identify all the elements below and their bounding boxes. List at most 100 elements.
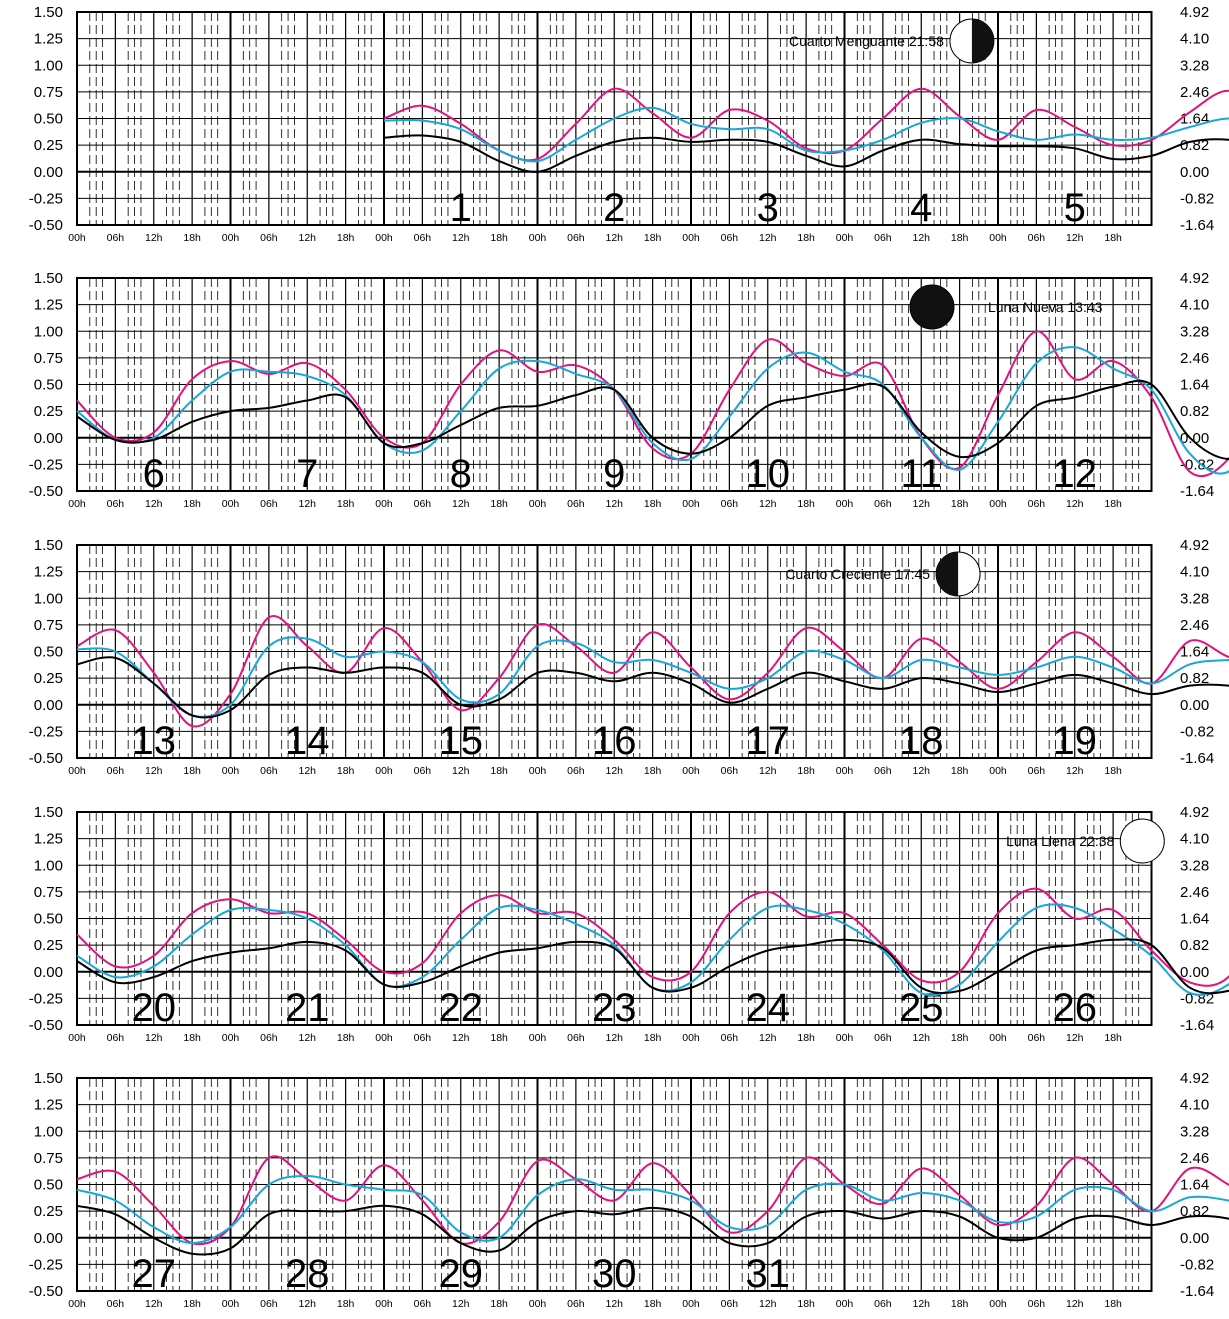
moon-disc [1119,818,1165,864]
y-tick-label-right: 4.10 [1180,831,1209,848]
x-tick-label: 00h [222,498,240,510]
last-quarter-moon-icon [949,18,995,64]
x-tick-label: 18h [490,498,508,510]
x-tick-label: 06h [874,498,892,510]
x-tick-label: 12h [145,232,163,244]
y-tick-label-left: -0.25 [29,456,63,473]
x-tick-label: 06h [721,1032,739,1044]
y-tick-label-left: -0.25 [29,190,63,207]
y-tick-label-left: 0.00 [34,430,63,447]
y-tick-label-left: 1.25 [34,1097,63,1114]
x-tick-label: 06h [1028,498,1046,510]
day-number: 19 [1053,719,1098,763]
x-tick-label: 00h [375,232,393,244]
x-tick-label: 06h [567,1298,585,1310]
x-tick-label: 06h [260,232,278,244]
x-tick-label: 18h [183,232,201,244]
x-tick-label: 12h [145,1032,163,1044]
x-tick-label: 00h [836,765,854,777]
x-tick-label: 18h [490,232,508,244]
y-tick-label-right: 0.82 [1180,670,1209,687]
y-tick-label-left: -0.50 [29,1017,63,1034]
x-tick-label: 18h [644,1298,662,1310]
day-number: 12 [1053,452,1098,496]
y-tick-label-left: 1.25 [34,31,63,48]
y-tick-label-left: 0.50 [34,1177,63,1194]
x-tick-label: 12h [759,765,777,777]
y-tick-label-left: 1.50 [34,537,63,554]
x-tick-label: 00h [222,765,240,777]
day-number: 9 [603,452,625,496]
y-tick-label-left: 0.75 [34,617,63,634]
x-tick-label: 00h [375,1298,393,1310]
x-tick-label: 18h [644,765,662,777]
y-tick-label-left: 0.50 [34,644,63,661]
day-number: 8 [450,452,472,496]
x-tick-label: 00h [375,1032,393,1044]
y-tick-label-left: 1.25 [34,564,63,581]
tide-panel: 1.50 4.921.25 4.101.00 3.280.75 2.460.50 1.64… [29,804,1229,1044]
x-tick-label: 18h [1104,1032,1122,1044]
y-tick-label-right: 4.92 [1180,1070,1209,1087]
black-tide-series [76,1204,1229,1256]
tide-panel: 1.50 4.921.25 4.101.00 3.280.75 2.460.50 1.64… [29,4,1229,244]
panel-frame [76,544,1153,759]
day-number: 10 [746,452,791,496]
day-number: 28 [285,1252,330,1296]
full-moon-icon [1119,818,1165,864]
x-tick-label: 00h [68,1298,86,1310]
y-tick-label-right: 0.00 [1180,1230,1209,1247]
x-tick-label: 00h [836,1298,854,1310]
x-tick-label: 00h [68,1032,86,1044]
y-tick-label-right: 4.92 [1180,270,1209,287]
y-tick-label-left: -0.25 [29,1256,63,1273]
x-tick-label: 12h [298,765,316,777]
x-tick-label: 00h [529,765,547,777]
y-tick-label-left: -0.25 [29,990,63,1007]
y-tick-label-left: -0.50 [29,1283,63,1300]
y-tick-label-right: 2.46 [1180,884,1209,901]
x-tick-label: 12h [759,232,777,244]
x-tick-label: 06h [721,1298,739,1310]
y-tick-label-right: 0.82 [1180,137,1209,154]
x-tick-label: 00h [989,1032,1007,1044]
y-tick-label-right: -0.82 [1180,1256,1214,1273]
day-number: 4 [910,186,932,230]
y-tick-label-left: 0.50 [34,111,63,128]
x-tick-label: 18h [337,1298,355,1310]
x-tick-label: 12h [912,1298,930,1310]
x-tick-label: 12h [1066,498,1084,510]
y-tick-label-left: -0.25 [29,723,63,740]
day-number: 11 [900,452,942,496]
x-tick-label: 06h [260,1298,278,1310]
moon-phase-label: Cuarto Creciente 17:45 [785,566,930,582]
x-tick-label: 00h [989,232,1007,244]
cyan-tide-series [383,106,1229,163]
x-tick-label: 06h [874,765,892,777]
y-tick-label-left: 0.00 [34,964,63,981]
x-tick-label: 12h [452,232,470,244]
x-tick-label: 18h [1104,498,1122,510]
day-number: 31 [746,1252,791,1296]
x-tick-label: 00h [529,498,547,510]
y-tick-label-left: 0.00 [34,697,63,714]
moon-phase-label: Cuarto Menguante 21:58 [789,33,944,49]
x-tick-label: 18h [797,1298,815,1310]
x-tick-label: 06h [874,1032,892,1044]
x-tick-label: 18h [337,1032,355,1044]
x-tick-label: 18h [1104,765,1122,777]
day-number: 16 [592,719,637,763]
x-tick-label: 00h [222,232,240,244]
y-tick-label-left: 0.50 [34,377,63,394]
x-tick-label: 12h [452,765,470,777]
black-tide-series [76,656,1229,719]
x-tick-label: 06h [567,765,585,777]
day-number: 20 [132,986,177,1030]
tide-panel: 1.50 4.921.25 4.101.00 3.280.75 2.460.50 1.64… [29,1070,1229,1310]
x-tick-label: 06h [567,232,585,244]
y-tick-label-right: 2.46 [1180,84,1209,101]
day-number: 13 [132,719,177,763]
x-tick-label: 18h [1104,232,1122,244]
y-tick-label-right: 4.10 [1180,297,1209,314]
